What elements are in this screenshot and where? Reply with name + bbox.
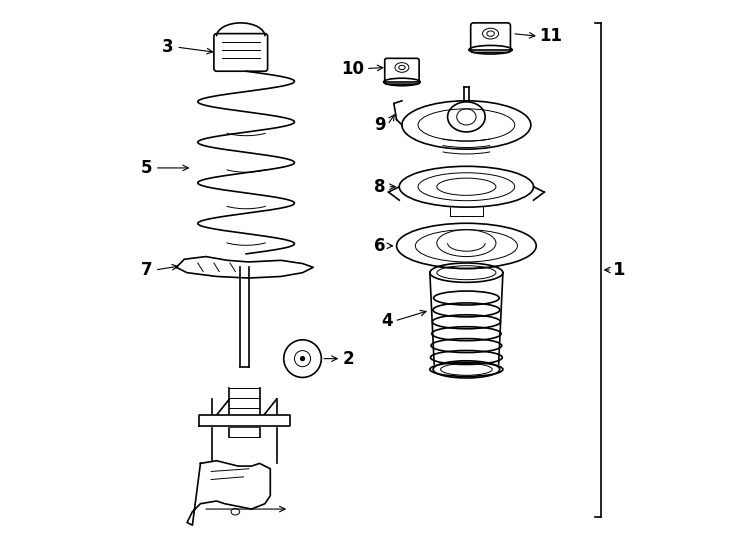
- Text: 10: 10: [341, 59, 364, 78]
- Text: 3: 3: [162, 38, 174, 56]
- FancyBboxPatch shape: [214, 33, 268, 71]
- Text: 7: 7: [140, 261, 152, 279]
- Text: 5: 5: [141, 159, 152, 177]
- FancyBboxPatch shape: [385, 58, 419, 84]
- Text: 11: 11: [539, 28, 562, 45]
- Polygon shape: [176, 256, 313, 278]
- Text: 2: 2: [343, 349, 355, 368]
- Polygon shape: [187, 461, 270, 525]
- Polygon shape: [199, 415, 290, 426]
- Ellipse shape: [300, 356, 305, 361]
- Text: 6: 6: [374, 237, 386, 255]
- Text: 8: 8: [374, 178, 386, 195]
- FancyBboxPatch shape: [470, 23, 510, 52]
- Text: 4: 4: [381, 312, 393, 330]
- Text: 1: 1: [613, 261, 625, 279]
- Text: 9: 9: [374, 116, 386, 134]
